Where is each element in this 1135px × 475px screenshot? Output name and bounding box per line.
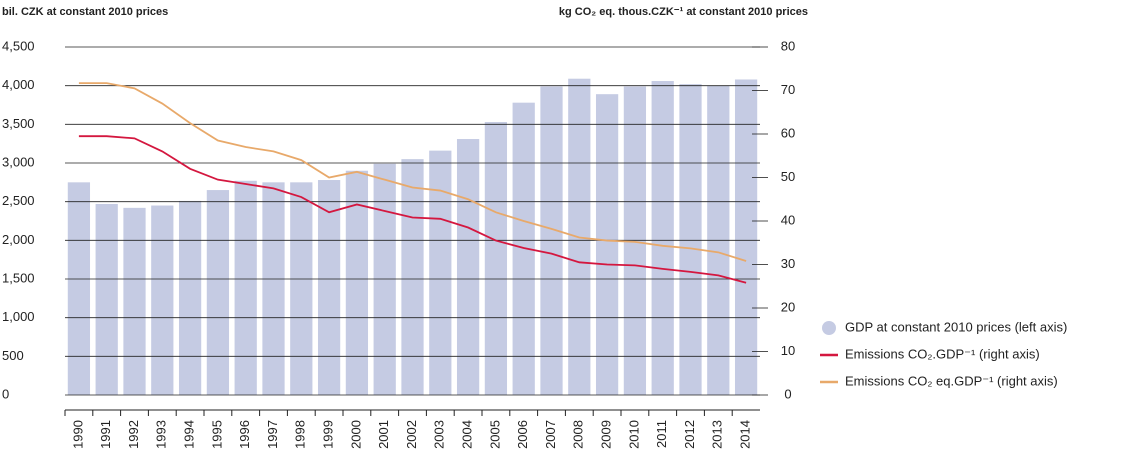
- y2-tick-label: 70: [781, 82, 795, 97]
- bar: [151, 205, 174, 395]
- bar: [67, 182, 91, 395]
- x-tick-label: 2010: [626, 420, 641, 449]
- bar: [401, 159, 424, 395]
- x-tick-label: 2006: [515, 420, 530, 449]
- x-tick-label: 2014: [738, 420, 753, 449]
- bar: [206, 190, 230, 395]
- x-tick-label: 2003: [432, 420, 447, 449]
- bar: [262, 182, 285, 395]
- x-tick-label: 2004: [460, 420, 475, 449]
- x-tick-label: 2000: [348, 420, 363, 449]
- y2-tick-label: 10: [781, 343, 795, 358]
- x-tick-label: 1996: [237, 420, 252, 449]
- x-tick-label: 2007: [543, 420, 558, 449]
- y2-axis-title: kg CO₂ eq. thous.CZK⁻¹ at constant 2010 …: [559, 6, 808, 18]
- y2-tick-label: 0: [784, 386, 791, 401]
- y-tick-label: 2,000: [2, 232, 35, 247]
- bar: [123, 207, 146, 395]
- y-tick-label: 3,500: [2, 116, 35, 131]
- x-tick-label: 2009: [599, 420, 614, 449]
- bar: [429, 150, 452, 395]
- x-tick-label: 2005: [487, 420, 502, 449]
- x-tick-label: 1990: [70, 420, 85, 449]
- x-tick-label: 1991: [98, 420, 113, 449]
- y-tick-label: 1,000: [2, 309, 35, 324]
- y-tick-label: 2,500: [2, 193, 35, 208]
- bar: [234, 180, 257, 395]
- legend-label: Emissions CO₂ eq.GDP⁻¹ (right axis): [845, 373, 1058, 388]
- y-tick-label: 4,500: [2, 38, 35, 53]
- legend-marker: [822, 321, 836, 335]
- y-axis-title: bil. CZK at constant 2010 prices: [2, 6, 168, 18]
- x-tick-label: 2001: [376, 420, 391, 449]
- y2-tick-label: 20: [781, 299, 795, 314]
- x-tick-label: 2002: [404, 420, 419, 449]
- x-tick-label: 1999: [321, 420, 336, 449]
- bar: [734, 79, 758, 395]
- x-tick-label: 2012: [682, 420, 697, 449]
- bar: [595, 94, 619, 395]
- line: [78, 135, 747, 284]
- bar: [456, 139, 480, 395]
- bar: [345, 170, 369, 395]
- bar: [95, 203, 118, 395]
- bar: [651, 81, 674, 395]
- x-tick-label: 2008: [571, 420, 586, 449]
- bar: [178, 200, 202, 395]
- y-tick-label: 4,000: [2, 77, 35, 92]
- y-tick-label: 1,500: [2, 270, 35, 285]
- y2-tick-label: 50: [781, 169, 795, 184]
- y2-tick-label: 40: [781, 212, 795, 227]
- bar: [317, 180, 341, 395]
- bar: [484, 122, 508, 395]
- x-tick-label: 1992: [126, 420, 141, 449]
- bar: [290, 182, 313, 395]
- x-tick-label: 2011: [654, 420, 669, 448]
- y-tick-label: 0: [2, 386, 9, 401]
- y-tick-label: 500: [2, 348, 24, 363]
- x-tick-label: 1994: [182, 420, 197, 449]
- y2-tick-label: 60: [781, 125, 795, 140]
- line: [78, 82, 747, 262]
- legend-label: Emissions CO₂.GDP⁻¹ (right axis): [845, 346, 1040, 361]
- y-tick-label: 3,000: [2, 154, 35, 169]
- legend-label: GDP at constant 2010 prices (left axis): [845, 319, 1067, 334]
- x-tick-label: 1995: [209, 420, 224, 449]
- y2-tick-label: 30: [781, 256, 795, 271]
- y2-tick-label: 80: [781, 38, 795, 53]
- bar: [679, 84, 702, 396]
- x-tick-label: 2013: [710, 420, 725, 449]
- x-tick-label: 1997: [265, 420, 280, 449]
- x-tick-label: 1993: [154, 420, 169, 449]
- x-tick-label: 1998: [293, 420, 308, 449]
